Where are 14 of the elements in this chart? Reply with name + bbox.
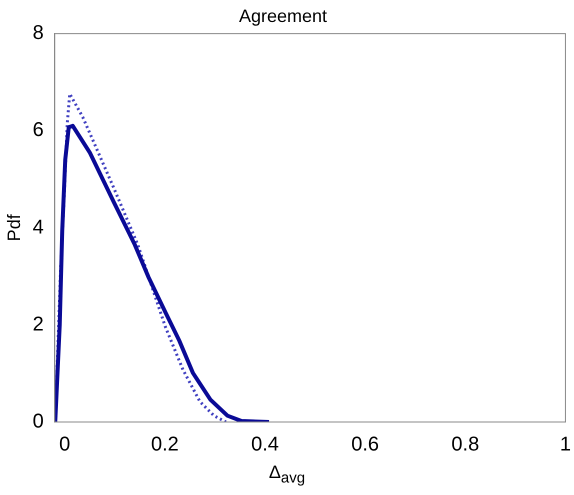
y-tick-label: 2 [32,313,44,336]
x-tick-label: 0.6 [351,434,380,456]
x-tick-label: 0.4 [251,434,279,456]
x-tick-label: 0 [59,434,70,456]
x-tick-label: 0.8 [451,434,480,456]
x-tick-label: 1 [560,434,571,456]
y-tick-label: 0 [32,410,44,433]
x-tick-label: 0.2 [150,434,179,456]
y-tick-label: 4 [32,216,44,238]
y-axis-title: Pdf [4,213,24,242]
x-axis-title: Δ$_{avg}$ [268,462,306,487]
chart-title: Agreement [238,6,328,26]
y-tick-label: 8 [32,22,44,44]
y-tick-label: 6 [32,119,44,142]
